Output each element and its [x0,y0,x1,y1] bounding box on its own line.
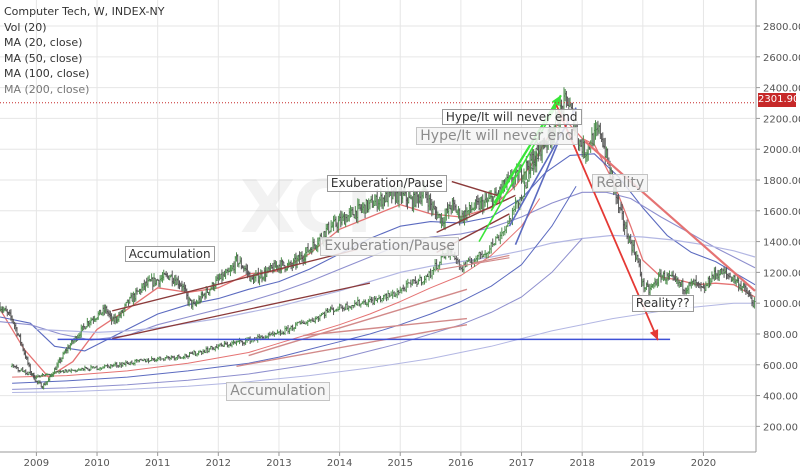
x-tick-label: 2010 [84,458,109,469]
y-tick-label: 2200.00 [763,114,800,125]
y-tick-label: 2800.00 [763,22,800,33]
y-tick-label: 1400.00 [763,238,800,249]
annotation-exuberation-large: Exuberation/Pause [320,237,459,257]
last-price-label: 2301.90 [758,93,800,107]
trendline-exub-top [451,180,498,197]
x-tick-label: 2016 [448,458,473,469]
y-tick-label: 1200.00 [763,268,800,279]
annotation-exuberation: Exuberation/Pause [326,175,447,192]
y-tick-label: 600.00 [763,361,798,372]
trendline-exub-d [436,257,510,271]
y-tick-label: 2400.00 [763,84,800,95]
y-tick-label: 1000.00 [763,299,800,310]
legend-item: MA (50, close) [4,51,83,65]
trendline-hype-1 [478,102,559,242]
x-tick-label: 2017 [509,458,534,469]
series-ma200 [36,234,756,333]
legend-title: Computer Tech, W, INDEX-NY [4,5,165,18]
x-tick-label: 2011 [145,458,170,469]
annotation-accumulation: Accumulation [124,245,215,263]
annotation-hype: Hype/It will never end [441,108,582,126]
trendline-acc-lower [112,282,371,340]
x-tick-label: 2009 [24,458,49,469]
trendline-lower-c [303,317,468,337]
y-tick-label: 800.00 [763,330,798,341]
arrow-head [551,95,561,107]
legend: Computer Tech, W, INDEX-NY Vol (20) MA (… [4,4,164,98]
x-tick-label: 2012 [206,458,231,469]
series-lower-ma-c [12,238,583,390]
trendline-lower-a [248,288,468,357]
series-lower-ma-b [12,185,577,384]
y-tick-label: 1600.00 [763,207,800,218]
series-ma50 [0,153,756,352]
trendline-acc-upper [112,248,358,312]
y-axis: 200.00 400.00 600.00 800.00 1000.00 1200.00 14… [756,22,800,433]
arrow-head [649,329,659,341]
x-tick-label: 2014 [327,458,352,469]
x-axis: 2009 2010 2011 2012 2013 2014 2015 2016 2017 2018… [24,452,716,469]
trendline-blue-2 [514,142,559,245]
annotation-hype-large: Hype/It will never end [416,126,578,146]
price-bars [0,87,756,390]
annotation-reality-question: Reality?? [631,295,694,312]
legend-item: Vol (20) [4,20,47,34]
trendline-lower-b [236,324,468,368]
y-tick-label: 2600.00 [763,53,800,64]
y-tick-label: 200.00 [763,422,798,433]
x-tick-label: 2015 [388,458,413,469]
x-tick-label: 2018 [569,458,594,469]
y-tick-label: 1800.00 [763,176,800,187]
annotation-accumulation-large: Accumulation [226,381,330,401]
x-tick-label: 2013 [266,458,291,469]
annotation-reality: Reality [592,173,649,193]
plot-background [0,0,755,451]
y-tick-label: 2000.00 [763,145,800,156]
legend-item: MA (100, close) [4,67,90,81]
legend-item: MA (200, close) [4,82,90,96]
y-tick-label: 400.00 [763,392,798,403]
legend-item: MA (20, close) [4,36,83,50]
x-tick-label: 2019 [630,458,655,469]
trendline-reality-line [584,140,756,292]
trendline-exub-c [472,254,510,264]
x-tick-label: 2020 [691,458,716,469]
